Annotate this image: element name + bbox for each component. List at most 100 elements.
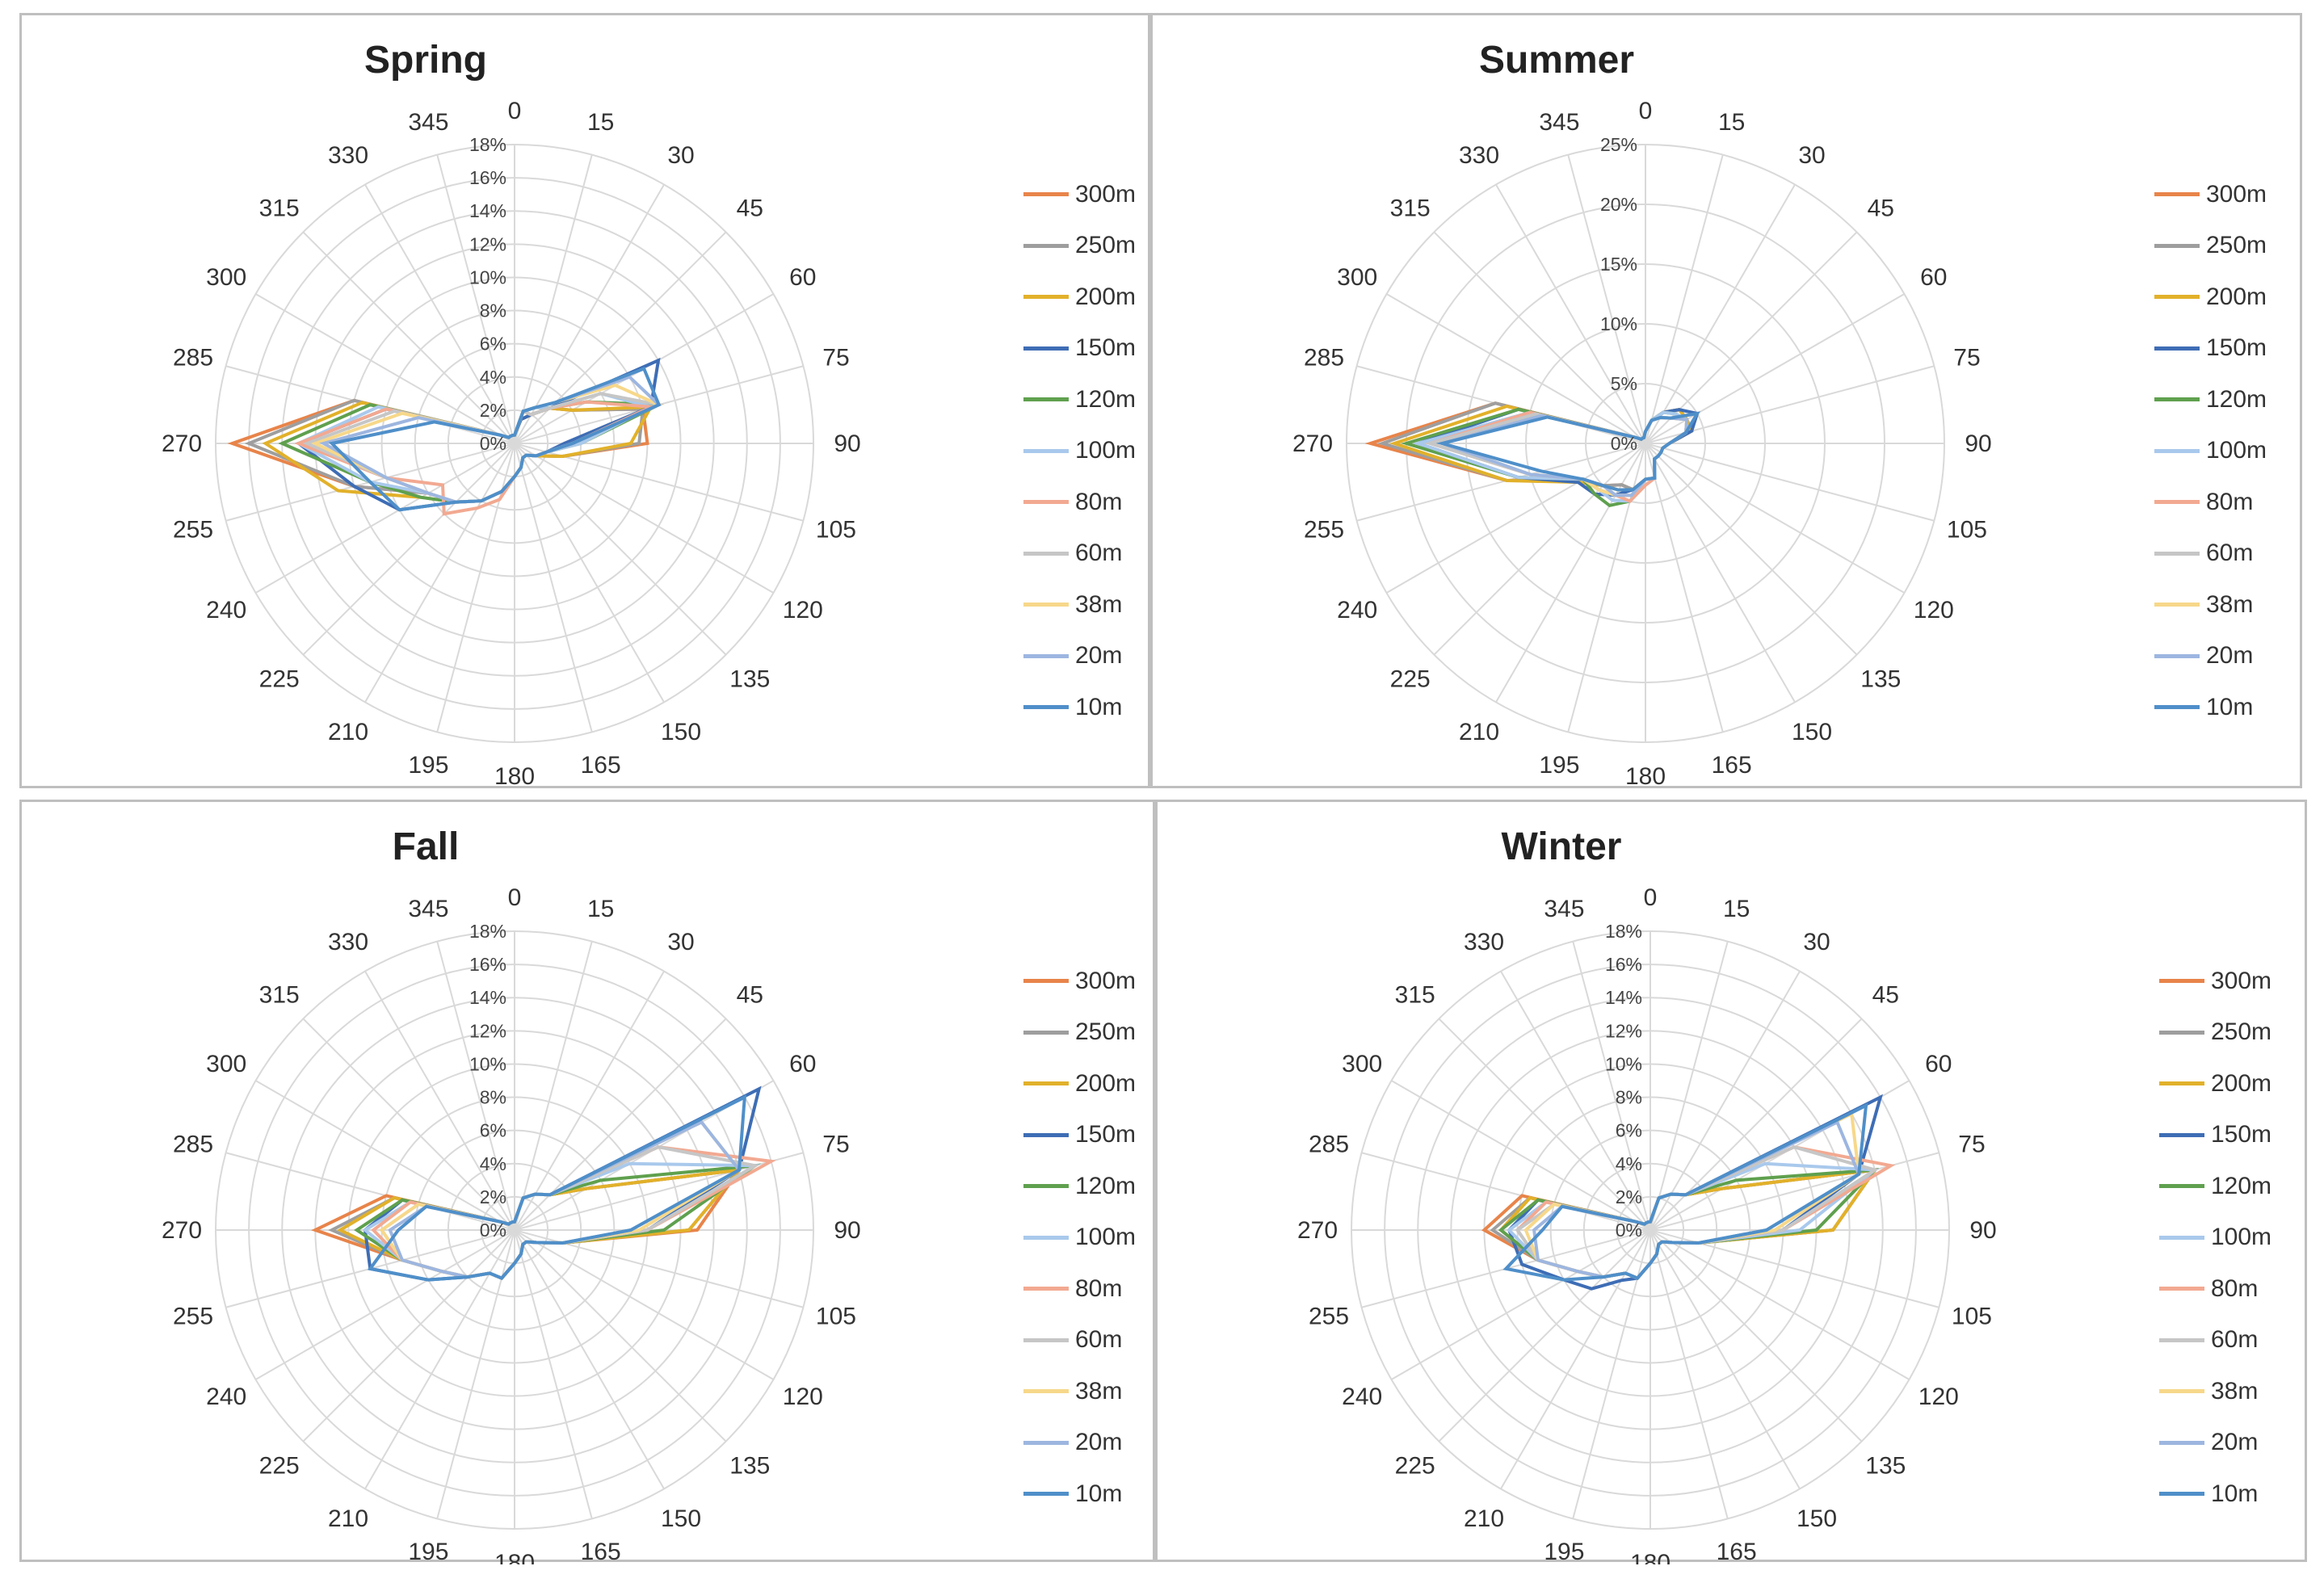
angle-label: 150 xyxy=(661,719,701,745)
tick-label: 10% xyxy=(469,267,506,288)
legend-swatch xyxy=(2159,1337,2204,1342)
radar-chart-spring: 0 15 30 45 60 75 90 105 120 135 150 165 180 195 210 225… xyxy=(162,98,861,790)
legend-label: 300m xyxy=(2211,967,2272,994)
legend-swatch xyxy=(1023,1337,1069,1342)
grid-spoke xyxy=(1572,941,1651,1231)
angle-label: 135 xyxy=(729,1452,770,1479)
grid-spoke xyxy=(514,443,774,594)
chart-panel-spring: Spring 0 15 30 45 60 75 90 105 120 135 150 165 180 19… xyxy=(19,13,1150,790)
legend-label: 300m xyxy=(2206,180,2267,208)
legend-swatch xyxy=(1023,1492,1069,1497)
angle-label: 15 xyxy=(1718,109,1745,136)
chart-panel-winter: Winter 0 15 30 45 60 75 90 105 120 135 150 165 180 19… xyxy=(1155,800,2307,1564)
angle-label: 270 xyxy=(1292,430,1333,457)
legend-swatch xyxy=(1023,551,1069,556)
legend-item-250m: 250m xyxy=(1023,220,1136,272)
grid-spoke xyxy=(1391,1229,1651,1380)
legend-item-120m: 120m xyxy=(1023,1161,1136,1212)
series-200m xyxy=(1498,1167,1879,1280)
legend-item-150m: 150m xyxy=(1023,323,1136,375)
angle-label: 345 xyxy=(1539,109,1579,136)
legend-label: 300m xyxy=(1075,180,1137,208)
legend-swatch xyxy=(1023,192,1069,197)
angle-label: 60 xyxy=(789,264,816,291)
legend-swatch xyxy=(1023,397,1069,402)
legend-label: 20m xyxy=(1075,642,1123,670)
legend-label: 10m xyxy=(1075,1480,1123,1507)
grid-spoke xyxy=(514,971,665,1231)
legend-swatch xyxy=(1023,500,1069,505)
angle-label: 195 xyxy=(1539,752,1579,779)
angle-label: 15 xyxy=(1723,896,1750,922)
tick-label: 4% xyxy=(1616,1153,1642,1174)
angle-label: 135 xyxy=(729,666,770,692)
legend-label: 100m xyxy=(2206,437,2267,464)
angle-label: 180 xyxy=(494,1550,535,1564)
legend-item-100m: 100m xyxy=(2159,1212,2271,1264)
legend-item-80m: 80m xyxy=(1023,1263,1136,1315)
legend-item-300m: 300m xyxy=(1023,955,1136,1007)
chart-panel-fall: Fall 0 15 30 45 60 75 90 105 120 135 150 165 180 195 2… xyxy=(19,800,1155,1564)
grid-spoke xyxy=(1645,443,1724,733)
angle-label: 180 xyxy=(494,763,535,790)
angle-label: 330 xyxy=(1459,142,1499,169)
angle-label: 120 xyxy=(1918,1384,1959,1410)
angle-label: 105 xyxy=(816,1304,856,1330)
angle-label: 300 xyxy=(206,264,246,291)
legend-swatch xyxy=(2159,1440,2204,1445)
series-10m xyxy=(1502,1102,1868,1282)
legend-item-60m: 60m xyxy=(2159,1315,2271,1367)
angle-label: 210 xyxy=(328,719,368,745)
angle-label: 150 xyxy=(661,1505,701,1532)
angle-label: 240 xyxy=(206,597,246,624)
grid-spoke xyxy=(514,443,665,703)
angle-label: 270 xyxy=(162,1217,202,1244)
legend-swatch xyxy=(1023,979,1069,984)
legend-label: 60m xyxy=(2211,1326,2259,1354)
legend-item-150m: 150m xyxy=(2159,1110,2271,1161)
legend-label: 20m xyxy=(1075,1429,1123,1456)
angle-label: 240 xyxy=(1337,597,1377,624)
legend-swatch xyxy=(2154,500,2200,505)
angle-label: 315 xyxy=(259,982,300,1009)
tick-label: 6% xyxy=(480,334,506,355)
legend-swatch xyxy=(2159,1389,2204,1394)
legend-swatch xyxy=(1023,1287,1069,1291)
legend-label: 120m xyxy=(2211,1172,2272,1199)
grid-spoke xyxy=(1495,184,1646,444)
legend-swatch xyxy=(2154,192,2200,197)
tick-label: 14% xyxy=(469,200,506,221)
legend-swatch xyxy=(1023,448,1069,453)
angle-label: 45 xyxy=(1872,982,1899,1009)
tick-label: 14% xyxy=(469,987,506,1008)
grid-spoke xyxy=(1500,971,1651,1231)
legend-swatch xyxy=(2154,346,2200,351)
tick-label: 25% xyxy=(1600,134,1637,155)
legend-swatch xyxy=(2159,1235,2204,1240)
legend-label: 120m xyxy=(1075,385,1137,413)
angle-label: 15 xyxy=(587,896,614,922)
legend-item-100m: 100m xyxy=(1023,426,1136,477)
legend-swatch xyxy=(2159,1184,2204,1189)
tick-label: 12% xyxy=(1605,1020,1642,1041)
legend-item-120m: 120m xyxy=(2154,374,2267,426)
grid-spoke xyxy=(1433,443,1646,656)
angle-label: 300 xyxy=(1337,264,1377,291)
legend-swatch xyxy=(1023,1389,1069,1394)
angle-label: 75 xyxy=(822,344,849,371)
legend-label: 60m xyxy=(1075,1326,1123,1354)
grid-spoke xyxy=(1649,1229,1729,1519)
tick-label: 4% xyxy=(480,1153,506,1174)
grid-spoke xyxy=(514,1229,593,1519)
angle-label: 300 xyxy=(206,1051,246,1077)
angle-label: 195 xyxy=(408,1539,448,1564)
angle-label: 255 xyxy=(1304,517,1344,544)
legend-label: 80m xyxy=(1075,488,1123,515)
legend-item-200m: 200m xyxy=(2159,1058,2271,1110)
legend-item-300m: 300m xyxy=(2159,955,2271,1007)
legend-label: 80m xyxy=(1075,1274,1123,1302)
grid-spoke xyxy=(1495,443,1646,703)
tick-label: 5% xyxy=(1611,373,1637,394)
grid-spoke xyxy=(255,1080,515,1231)
legend-label: 250m xyxy=(1075,1018,1137,1046)
